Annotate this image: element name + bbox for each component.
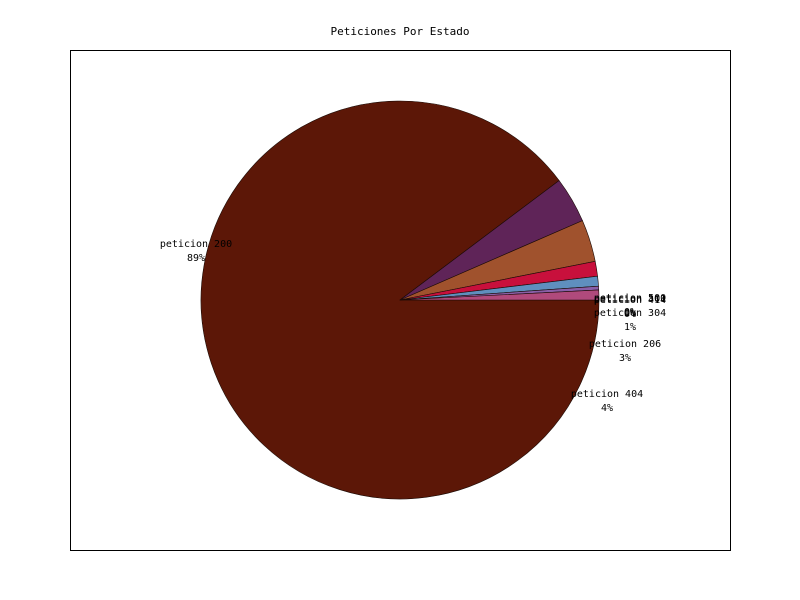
chart-title: Peticiones Por Estado xyxy=(330,25,470,38)
slice-percent-label: 0% xyxy=(624,308,636,319)
slice-label: peticion 304 xyxy=(594,308,666,319)
slice-label: peticion 301 xyxy=(594,294,666,305)
slice-label: peticion 200 xyxy=(160,239,232,250)
slice-percent-label: 0% xyxy=(624,309,636,320)
pie-slice xyxy=(399,289,600,301)
slice-percent-label: 1% xyxy=(624,322,636,333)
slice-percent-label: 3% xyxy=(619,353,631,364)
slice-percent-label: 4% xyxy=(601,403,613,414)
slice-label: peticion 206 xyxy=(589,339,661,350)
slice-label: peticion 500 xyxy=(594,293,666,304)
pie-slices xyxy=(200,100,600,500)
slice-percent-label: 0% xyxy=(624,307,636,318)
slice-label: peticion 414 xyxy=(594,295,666,306)
slice-label: peticion 404 xyxy=(571,389,643,400)
pie-slice xyxy=(200,100,600,500)
slice-percent-label: 89% xyxy=(187,253,205,264)
pie-labels: peticion 200 89% peticion 404 4% peticion 20… xyxy=(160,239,666,414)
